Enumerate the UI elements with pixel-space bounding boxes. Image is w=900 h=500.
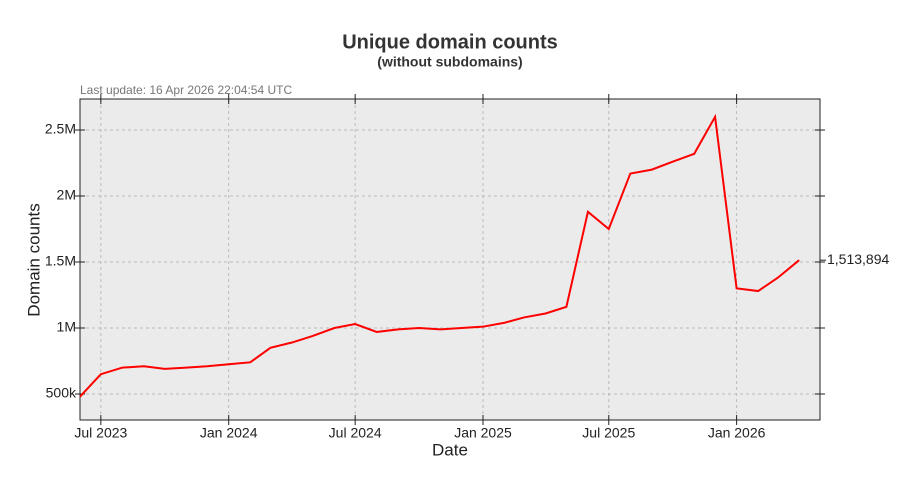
annotation: Last update: 16 Apr 2026 22:04:54 UTC: [80, 83, 292, 97]
x-tick-label: Jan 2026: [708, 425, 766, 441]
y-axis-label: Domain counts: [24, 203, 43, 316]
x-tick-label: Jan 2024: [200, 425, 258, 441]
y-tick-label: 1.5M: [45, 253, 76, 269]
chart-subtitle: (without subdomains): [377, 54, 522, 70]
y-tick-label: 500k: [46, 385, 77, 401]
x-tick-label: Jan 2025: [454, 425, 512, 441]
y-tick-label: 2.5M: [45, 121, 76, 137]
y-tick-label: 1M: [57, 319, 76, 335]
plot-frame: [79, 98, 821, 421]
value-label: 1,513,894: [827, 251, 889, 267]
chart-title: Unique domain counts: [342, 31, 558, 53]
data-line: [79, 113, 800, 398]
y-tick-label: 2M: [57, 187, 76, 203]
x-tick-label: Jul 2025: [582, 425, 635, 441]
x-axis-label: Date: [432, 440, 468, 459]
plot-area: [80, 99, 820, 420]
x-tick-label: Jul 2023: [74, 425, 127, 441]
x-tick-label: Jul 2024: [329, 425, 382, 441]
